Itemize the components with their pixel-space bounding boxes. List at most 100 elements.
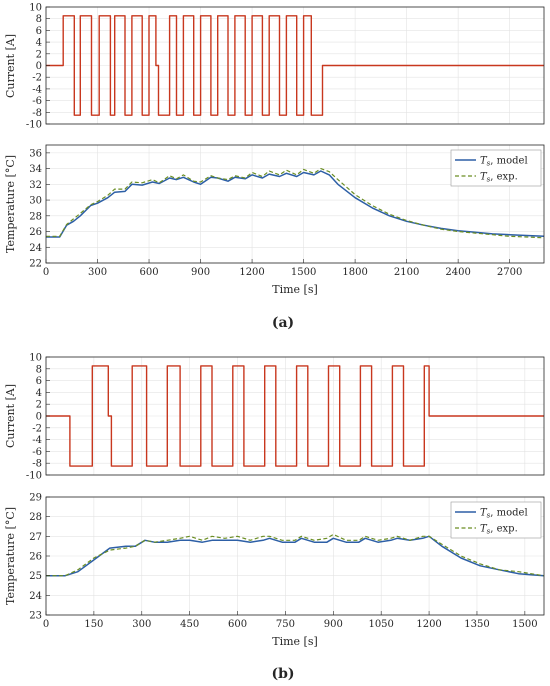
panel-a-legend-exp-sym: T (480, 172, 488, 183)
panel-a-current-series (46, 15, 544, 116)
b-tmp-series-line-1 (46, 533, 545, 577)
panel-b-current-ylabel: Current [A] (4, 384, 17, 448)
b-tmp-ytick-label-3: 26 (29, 552, 42, 563)
a-tmp-xtick-label-2: 600 (139, 267, 158, 278)
b-tmp-xtick-label-5: 750 (276, 619, 295, 630)
a-cur-ytick-label-4: 2 (36, 49, 42, 60)
panel-a-temp-xlabel: Time [s] (272, 283, 318, 296)
panel-b-current-series (46, 365, 544, 467)
a-tmp-xtick-label-5: 1500 (291, 267, 316, 278)
b-tmp-xtick-label-4: 600 (228, 619, 247, 630)
a-tmp-series-line-1 (46, 168, 545, 239)
a-tmp-xtick-label-1: 300 (88, 267, 107, 278)
panel-a-legend-exp-label: Ts, exp. (480, 172, 518, 184)
b-cur-ytick-label-2: 6 (36, 376, 42, 387)
a-tmp-ytick-label-7: 22 (29, 259, 42, 270)
b-cur-ytick-label-4: 2 (36, 400, 42, 411)
panel-b-temp-plot: 29 28 27 26 25 24 23 0 150 300 450 600 750 900 1050 12… (4, 493, 545, 648)
a-tmp-xtick-label-8: 2400 (445, 267, 470, 278)
panel-a-legend-model-sub: s (487, 160, 491, 168)
a-cur-ytick-label-0: 10 (29, 3, 42, 14)
panel-a-temp-series (46, 168, 545, 239)
a-tmp-ytick-label-1: 34 (29, 164, 42, 175)
b-tmp-xtick-label-2: 300 (132, 619, 151, 630)
panel-a-temp-yticks: 36 34 32 30 28 26 24 22 (29, 148, 50, 270)
b-tmp-xtick-label-6: 900 (324, 619, 343, 630)
b-cur-ytick-label-7: -4 (32, 435, 42, 446)
panel-a-legend-exp-text: , exp. (490, 172, 518, 183)
a-cur-ytick-label-7: -4 (32, 84, 42, 95)
panel-a-caption: (a) (272, 315, 294, 331)
a-cur-ytick-label-8: -6 (32, 96, 42, 107)
a-cur-ytick-label-5: 0 (36, 61, 42, 72)
panel-a-temp-frame (45, 144, 545, 264)
b-tmp-series-line-0 (46, 535, 545, 577)
panel-b-temp-xticks: 0 150 300 450 600 750 900 1050 1200 1350 1500 (43, 611, 538, 630)
b-cur-ytick-label-8: -6 (32, 447, 42, 458)
panel-a-temp-plot: 36 34 32 30 28 26 24 22 0 300 600 900 1200 1500 1800 2… (4, 144, 545, 296)
panel-a-temp-ylabel: Temperature [°C] (4, 155, 17, 253)
a-tmp-ytick-label-4: 28 (29, 211, 42, 222)
panel-b-legend-model-sub: s (487, 512, 491, 520)
a-cur-ytick-label-9: -8 (32, 108, 42, 119)
a-cur-ytick-label-2: 6 (36, 26, 42, 37)
a-cur-ytick-label-1: 8 (36, 14, 42, 25)
a-tmp-xtick-label-7: 2100 (394, 267, 419, 278)
b-tmp-ytick-label-6: 23 (29, 611, 42, 622)
panel-a-legend-box (450, 149, 542, 187)
b-tmp-xtick-label-10: 1500 (512, 619, 537, 630)
a-tmp-xtick-label-3: 900 (191, 267, 210, 278)
a-cur-ytick-label-3: 4 (36, 38, 42, 49)
b-tmp-xtick-label-7: 1050 (368, 619, 393, 630)
panel-b-legend: Ts, model Ts, exp. (450, 501, 542, 539)
a-tmp-ytick-label-0: 36 (29, 148, 42, 159)
a-tmp-ytick-label-3: 30 (29, 196, 42, 207)
panel-b-temp-xlabel: Time [s] (272, 635, 318, 648)
panel-b-legend-exp-text: , exp. (490, 524, 518, 535)
panel-a-legend-model-label: Ts, model (480, 156, 528, 168)
panel-b-legend-exp-label: Ts, exp. (480, 524, 518, 536)
b-cur-ytick-label-1: 8 (36, 364, 42, 375)
b-tmp-xtick-label-9: 1350 (464, 619, 489, 630)
panel-b-temp-yticks: 29 28 27 26 25 24 23 (29, 493, 50, 622)
panel-a-legend-model-text: , model (490, 156, 527, 167)
panel-b-temp-ylabel: Temperature [°C] (4, 507, 17, 605)
b-cur-ytick-label-6: -2 (32, 423, 42, 434)
b-tmp-ytick-label-5: 24 (29, 591, 42, 602)
b-cur-ytick-label-0: 10 (29, 353, 42, 364)
a-tmp-ytick-label-5: 26 (29, 227, 42, 238)
b-cur-series-line-0 (46, 365, 544, 467)
b-tmp-ytick-label-1: 28 (29, 512, 42, 523)
b-cur-ytick-label-9: -8 (32, 459, 42, 470)
panel-a-legend-model-sym: T (480, 156, 488, 167)
panel-b-legend-exp-sub: s (487, 528, 491, 536)
b-tmp-xtick-label-3: 450 (180, 619, 199, 630)
a-tmp-ytick-label-6: 24 (29, 243, 42, 254)
panel-b-legend-box (450, 501, 542, 539)
panel-a-current-ylabel: Current [A] (4, 34, 17, 98)
a-tmp-xtick-label-0: 0 (43, 267, 49, 278)
b-tmp-xtick-label-1: 150 (84, 619, 103, 630)
panel-b-legend-model-sym: T (480, 508, 488, 519)
b-tmp-ytick-label-0: 29 (29, 493, 42, 504)
b-tmp-xtick-label-8: 1200 (416, 619, 441, 630)
a-cur-ytick-label-10: -10 (26, 120, 42, 131)
a-tmp-ytick-label-2: 32 (29, 180, 42, 191)
b-cur-ytick-label-3: 4 (36, 388, 42, 399)
panel-b-legend-model-label: Ts, model (480, 508, 528, 520)
a-tmp-xtick-label-4: 1200 (239, 267, 264, 278)
b-tmp-ytick-label-4: 25 (29, 571, 42, 582)
panel-a-temp-xticks: 0 300 600 900 1200 1500 1800 2100 2400 2700 (43, 259, 522, 278)
panel-b-legend-model-text: , model (490, 508, 527, 519)
b-tmp-xtick-label-0: 0 (43, 619, 49, 630)
panel-a-legend: Ts, model Ts, exp. (450, 149, 542, 187)
a-tmp-xtick-label-9: 2700 (497, 267, 522, 278)
